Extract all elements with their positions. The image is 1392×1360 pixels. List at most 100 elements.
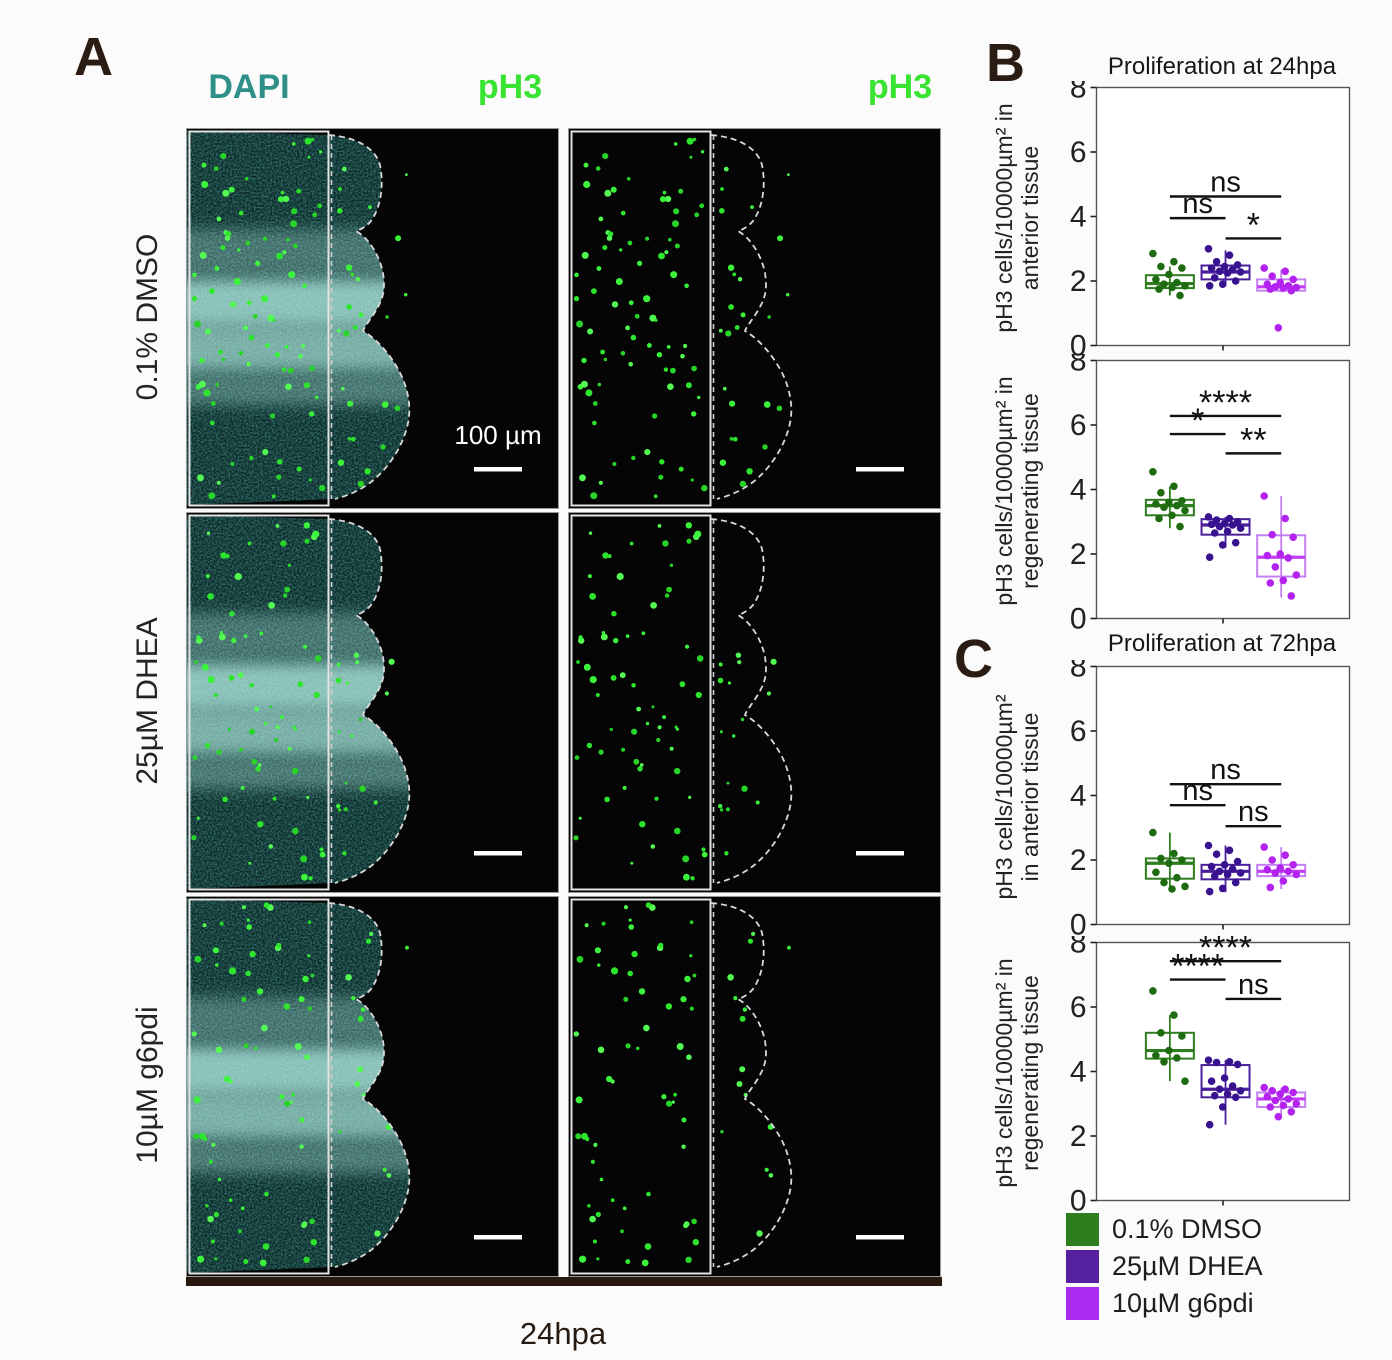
y-tick-label: 2 xyxy=(1070,1120,1087,1153)
y-tick-label: 6 xyxy=(1070,409,1087,442)
significance-label: **** xyxy=(1199,936,1252,967)
data-point xyxy=(1165,859,1173,867)
data-point xyxy=(1173,1054,1181,1062)
data-point xyxy=(1170,257,1178,266)
anterior-region-outline xyxy=(570,130,712,507)
data-point xyxy=(1173,873,1181,882)
data-point xyxy=(1266,579,1275,587)
data-point xyxy=(1218,884,1227,893)
data-point xyxy=(1157,854,1165,863)
scale-bar xyxy=(474,467,522,472)
y-tick-label: 8 xyxy=(1070,81,1087,105)
data-point xyxy=(1215,867,1224,876)
significance-label: **** xyxy=(1171,948,1224,986)
panel-c-title: Proliferation at 72hpa xyxy=(1107,630,1337,657)
regenerating-tissue-outline xyxy=(328,134,411,500)
data-point xyxy=(1228,521,1237,529)
data-point xyxy=(1281,267,1289,276)
data-point xyxy=(1263,551,1272,560)
plot-frame xyxy=(1095,86,1351,347)
data-point xyxy=(1274,324,1283,332)
data-point xyxy=(1178,856,1186,864)
data-point xyxy=(1225,251,1234,259)
data-point xyxy=(1160,503,1168,511)
data-point xyxy=(1279,1101,1288,1110)
timepoint-label: 24hpa xyxy=(519,1316,607,1351)
data-point xyxy=(1289,275,1297,284)
scale-bar xyxy=(474,1235,522,1240)
data-point xyxy=(1284,554,1293,562)
panel-a-label: A xyxy=(74,27,114,87)
panel-b-label: B xyxy=(986,33,1026,93)
data-point xyxy=(1215,1085,1224,1093)
data-point xyxy=(1236,869,1245,877)
micrograph-g6pdi-ph3 xyxy=(568,896,941,1277)
data-point xyxy=(1225,1058,1234,1066)
data-point xyxy=(1225,514,1234,523)
data-point xyxy=(1276,864,1284,872)
data-point xyxy=(1223,870,1232,879)
data-point xyxy=(1233,1060,1242,1069)
data-point xyxy=(1178,1032,1186,1040)
data-point xyxy=(1205,282,1214,290)
y-tick-label: 0 xyxy=(1070,909,1087,941)
anterior-region-outline xyxy=(188,514,330,891)
data-point xyxy=(1218,1103,1227,1111)
data-point xyxy=(1178,497,1186,505)
y-tick-label: 8 xyxy=(1070,660,1087,684)
data-point xyxy=(1165,498,1173,507)
data-point xyxy=(1225,846,1234,855)
data-point xyxy=(1268,856,1276,864)
data-point xyxy=(1292,571,1301,579)
legend-item-dhea: 25µM DHEA xyxy=(1066,1250,1263,1283)
data-point xyxy=(1260,843,1268,851)
data-point xyxy=(1176,522,1184,531)
y-tick-label: 0 xyxy=(1070,1185,1087,1217)
data-point xyxy=(1160,280,1168,288)
data-point xyxy=(1274,1112,1283,1121)
plot-frame xyxy=(1095,665,1351,926)
data-point xyxy=(1231,878,1240,887)
data-point xyxy=(1287,1108,1296,1116)
data-point xyxy=(1268,530,1276,539)
data-point xyxy=(1233,857,1242,866)
data-point xyxy=(1210,872,1219,880)
data-point xyxy=(1260,264,1268,272)
data-point xyxy=(1236,268,1245,276)
y-tick-label: 4 xyxy=(1070,474,1087,507)
data-point xyxy=(1210,274,1219,282)
regenerating-tissue-outline xyxy=(710,134,793,500)
y-tick-label: 4 xyxy=(1070,201,1087,234)
data-point xyxy=(1260,1083,1268,1092)
data-point xyxy=(1160,1058,1168,1066)
data-point xyxy=(1176,291,1184,300)
data-point xyxy=(1218,541,1227,549)
data-point xyxy=(1231,1093,1240,1102)
data-point xyxy=(1289,533,1297,541)
y-tick-label: 2 xyxy=(1070,265,1087,298)
data-point xyxy=(1212,850,1221,858)
regenerating-tissue-outline xyxy=(710,902,793,1268)
legend-item-dmso: 0.1% DMSO xyxy=(1066,1213,1262,1246)
data-point xyxy=(1181,882,1189,891)
ylabel-24hpa-regenerating: pH3 cells/10000µm² in regenerating tissu… xyxy=(991,326,1047,656)
data-point xyxy=(1170,482,1178,491)
channel-header-ph3: pH3 xyxy=(867,68,933,106)
micrograph-dmso-ph3 xyxy=(568,128,941,509)
data-point xyxy=(1215,267,1224,276)
y-tick-label: 0 xyxy=(1070,603,1087,635)
data-point xyxy=(1207,1077,1216,1085)
data-point xyxy=(1205,1120,1214,1129)
anterior-region-outline xyxy=(570,514,712,891)
data-point xyxy=(1271,563,1280,571)
data-point xyxy=(1276,550,1284,558)
data-point xyxy=(1281,514,1289,523)
data-point xyxy=(1279,284,1288,292)
data-point xyxy=(1223,527,1232,536)
data-point xyxy=(1289,1088,1297,1097)
y-tick-label: 8 xyxy=(1070,936,1087,960)
data-point xyxy=(1231,277,1240,285)
data-point xyxy=(1207,862,1216,871)
